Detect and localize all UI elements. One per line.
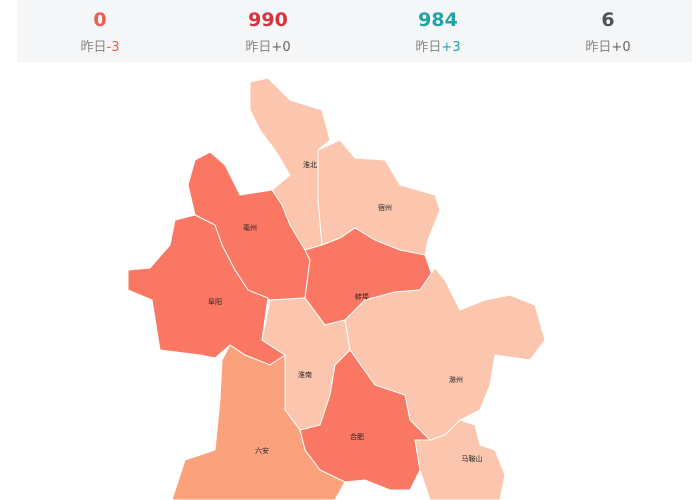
stat-delta: +0 [611,40,631,55]
stats-card: 0 昨日-3 990 昨日+0 984 昨日+3 6 昨日+0 [17,0,692,62]
region-label: 宿州 [378,203,392,212]
stat-delta: +3 [441,40,461,55]
region-label: 蚌埠 [355,292,369,301]
region-label: 亳州 [243,223,257,232]
region-label: 合肥 [350,432,364,441]
stat-value: 6 [601,9,615,31]
yesterday-label: 昨日 [415,40,442,55]
stat-delta: +0 [271,40,291,55]
region-label: 六安 [255,446,269,455]
stat-delta-row: 昨日+0 [184,36,352,55]
stat-delta-row: 昨日+3 [354,36,522,55]
region [171,344,346,500]
stat-value: 990 [248,9,288,31]
region-label: 滁州 [449,375,463,384]
stat-value: 0 [93,9,107,31]
yesterday-label: 昨日 [245,40,272,55]
yesterday-label: 昨日 [585,40,612,55]
stat-delta: -3 [106,40,120,55]
stat-delta-row: 昨日-3 [16,36,184,55]
region [414,419,506,500]
region-label: 马鞍山 [462,454,483,463]
stat-value: 984 [418,9,458,31]
region [299,349,432,491]
region [317,139,441,256]
stat-delta-row: 昨日+0 [524,36,692,55]
region-label: 淮南 [298,370,312,379]
yesterday-label: 昨日 [80,40,107,55]
region-label: 淮北 [303,160,317,169]
region-label: 阜阳 [208,297,222,306]
